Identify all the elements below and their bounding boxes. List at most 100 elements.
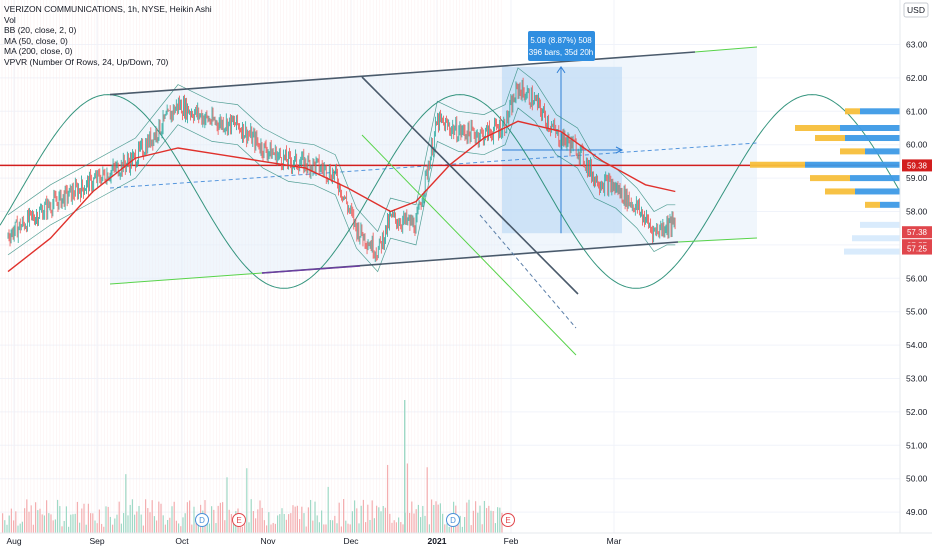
vp-down-bar [795, 125, 840, 131]
volume-bar [98, 509, 100, 533]
volume-bar [400, 522, 402, 533]
descending-parallel [361, 134, 577, 356]
channel-lower-purple [261, 265, 361, 274]
volume-bar [164, 524, 166, 533]
volume-bar [74, 513, 76, 533]
volume-bar [197, 522, 199, 533]
volume-bar [468, 499, 470, 533]
volume-bar [296, 505, 298, 533]
volume-bar [391, 522, 393, 533]
volume-bar [186, 502, 188, 533]
volume-bar [116, 514, 118, 533]
volume-bar [303, 513, 305, 533]
y-tick-label: 55.00 [906, 307, 928, 317]
measure-arrow-up [556, 65, 566, 74]
marker-letter: D [450, 516, 456, 525]
volume-bar [439, 503, 441, 533]
volume-bar [457, 523, 459, 533]
volume-bar [142, 525, 144, 533]
volume-bar [230, 514, 232, 533]
volume-bar [90, 513, 92, 533]
volume-bar [395, 522, 397, 533]
y-tick-label: 54.00 [906, 340, 928, 350]
time-axis-background [0, 533, 932, 550]
volume-bar [222, 502, 224, 533]
currency-box[interactable] [903, 2, 929, 18]
volume-bar [325, 524, 327, 533]
volume-bar [6, 524, 8, 533]
volume-bar [43, 515, 45, 533]
x-tick-label: Sep [89, 536, 104, 546]
volume-bar [233, 518, 235, 533]
volume-bar [191, 524, 193, 533]
volume-bar [369, 520, 371, 533]
legend-vol[interactable]: Vol [4, 14, 16, 25]
volume-bar [380, 511, 382, 533]
volume-bar [274, 523, 276, 533]
volume-bar [490, 510, 492, 533]
dividend-marker[interactable]: D [195, 513, 209, 527]
marker-letter: D [199, 516, 205, 525]
legend-vpvr[interactable]: VPVR (Number Of Rows, 24, Up/Down, 70) [4, 56, 169, 67]
volume-bar [79, 522, 81, 533]
earnings-marker[interactable]: E [232, 513, 246, 527]
volume-bar [373, 518, 375, 533]
volume-bar [310, 499, 312, 533]
volume-bar [156, 520, 158, 533]
price-series [7, 67, 676, 273]
price-axis[interactable]: USD 49.00 50.00 51.00 52.00 53.00 54.00 55.00 5… [899, 0, 932, 533]
legend-bollinger[interactable]: BB (20, close, 2, 0) [4, 25, 77, 36]
low-price-badge-bg [902, 242, 932, 255]
volume-bar [136, 511, 138, 533]
volume-bar [263, 520, 265, 533]
volume-bar [252, 511, 254, 533]
volume-bar [285, 519, 287, 533]
time-axis[interactable]: Aug Sep Oct Nov Dec 2021 Feb Mar [0, 532, 932, 550]
volume-bar [259, 500, 261, 533]
volume-bar [244, 524, 246, 533]
dividend-marker[interactable]: D [446, 513, 460, 527]
y-tick-label: 51.00 [906, 440, 928, 450]
volume-bar [103, 526, 105, 533]
volume-bar [175, 520, 177, 533]
legend-ma50[interactable]: MA (50, close, 0) [4, 35, 68, 46]
volume-bar [431, 499, 433, 533]
earnings-marker[interactable]: E [501, 513, 515, 527]
volume-bar [459, 515, 461, 533]
vp-up-bar [860, 108, 900, 115]
volume-bar [30, 505, 32, 533]
volume-bar [127, 515, 129, 533]
ma50-line [7, 120, 676, 273]
volume-bar [417, 504, 419, 533]
volume-bar [153, 516, 155, 533]
volume-bar [162, 515, 164, 533]
volume-bar [173, 501, 175, 533]
volume-bar [477, 512, 479, 533]
volume-bar [378, 507, 380, 533]
volume-bar [208, 523, 210, 533]
volume-bar [226, 477, 228, 533]
vp-up-bar [840, 125, 900, 131]
volume-bar [362, 499, 364, 533]
channel-drawings [109, 46, 758, 356]
volume-bar [279, 514, 281, 533]
vp-down-bar [845, 108, 860, 115]
volume-bar [10, 508, 12, 533]
legend-ma200[interactable]: MA (200, close, 0) [4, 46, 73, 57]
volume-bar [147, 508, 149, 533]
volume-bar [435, 501, 437, 533]
volume-bar [292, 505, 294, 533]
measure-arrow-right [615, 146, 624, 154]
volume-bar [288, 514, 290, 533]
symbol-title[interactable]: VERIZON COMMUNICATIONS, 1h, NYSE, Heikin… [4, 4, 212, 14]
bb-upper [7, 67, 676, 233]
volume-bar [37, 510, 39, 533]
y-tick-label: 59.00 [906, 173, 928, 183]
volume-bar [83, 503, 85, 533]
volume-bar [255, 518, 257, 533]
vp-faint-bar [852, 235, 900, 242]
volume-bar [54, 519, 56, 533]
volume-bar [413, 513, 415, 533]
